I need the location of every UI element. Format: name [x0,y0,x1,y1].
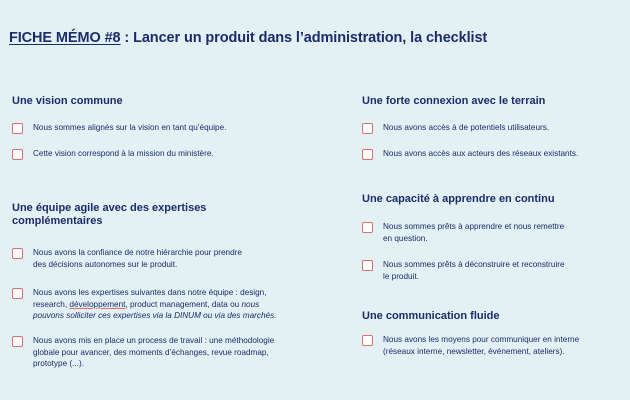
item-line: (réseaux interne, newsletter, événement,… [383,346,565,356]
checkbox[interactable] [362,260,373,271]
item-text: Nous avons accès à de potentiels utilisa… [383,123,550,132]
item-line: Nous avons mis en place un process de tr… [33,336,275,345]
checklist-item: Nous avons accès à de potentiels utilisa… [362,122,549,134]
checklist-item: Nous avons accès aux acteurs des réseaux… [362,148,578,160]
item-text: Nous sommes prêts à déconstruire et reco… [383,259,565,282]
item-line: le produit. [383,271,419,281]
item-text: Nous avons accès aux acteurs des réseaux… [383,149,579,158]
section-title-terrain: Une forte connexion avec le terrain [362,95,546,107]
checklist-item: Nous sommes prêts à déconstruire et reco… [362,259,565,282]
checkbox[interactable] [12,123,23,134]
item-text: Nous avons la confiance de notre hiérarc… [33,247,242,270]
item-line: prototype (...). [33,359,84,369]
item-text: Nous sommes alignés sur la vision en tan… [33,123,227,132]
section-title-communication: Une communication fluide [362,310,500,322]
checklist-item: Nous sommes alignés sur la vision en tan… [12,122,226,134]
section-title-line: Une équipe agile avec des expertises [12,202,207,214]
checkbox[interactable] [362,335,373,346]
title-prefix: FICHE MÉMO #8 [9,30,121,46]
item-text: Cette vision correspond à la mission du … [33,149,214,158]
item-line-part: , product management, data ou [125,299,242,309]
item-line: globale pour avancer, des moments d’écha… [33,347,269,357]
item-line-underlined: développement [69,299,126,309]
item-line-italic: pouvons solliciter ces expertises via la… [33,311,277,321]
item-line-italic: nous [241,299,260,309]
item-line: des décisions autonomes sur le produit. [33,259,178,269]
item-line: Nous avons les moyens pour communiquer e… [383,335,580,344]
checkbox[interactable] [12,288,23,299]
title-rest: : Lancer un produit dans l’administratio… [120,30,488,46]
item-line: Nous avons la confiance de notre hiérarc… [33,248,242,257]
checklist-item: Nous avons les expertises suivantes dans… [12,287,276,322]
item-text: Nous avons les moyens pour communiquer e… [383,334,579,357]
checkbox[interactable] [12,149,23,160]
item-text: Nous avons les expertises suivantes dans… [33,287,276,322]
item-line: en question. [383,233,428,243]
checkbox[interactable] [362,222,373,233]
checkbox[interactable] [12,248,23,259]
item-text: Nous sommes prêts à apprendre et nous re… [383,221,564,244]
item-line: Nous avons les expertises suivantes dans… [33,288,267,297]
section-title-apprendre: Une capacité à apprendre en continu [362,193,555,205]
checkbox[interactable] [362,123,373,134]
page-title: FICHE MÉMO #8 : Lancer un produit dans l… [9,30,487,46]
section-title-equipe: Une équipe agile avec des expertises com… [12,202,206,228]
section-title-line: complémentaires [12,215,103,227]
section-title-vision: Une vision commune [12,95,123,107]
item-line: Nous sommes prêts à déconstruire et reco… [383,260,565,269]
checklist-item: Nous avons les moyens pour communiquer e… [362,334,579,357]
item-line-part: research, [33,299,70,309]
checklist-item: Nous sommes prêts à apprendre et nous re… [362,221,564,244]
checklist-item: Cette vision correspond à la mission du … [12,148,214,160]
checkbox[interactable] [12,336,23,347]
checklist-item: Nous avons mis en place un process de tr… [12,335,274,370]
checklist-item: Nous avons la confiance de notre hiérarc… [12,247,242,270]
item-text: Nous avons mis en place un process de tr… [33,335,274,370]
item-line: Nous sommes prêts à apprendre et nous re… [383,222,565,231]
checkbox[interactable] [362,149,373,160]
